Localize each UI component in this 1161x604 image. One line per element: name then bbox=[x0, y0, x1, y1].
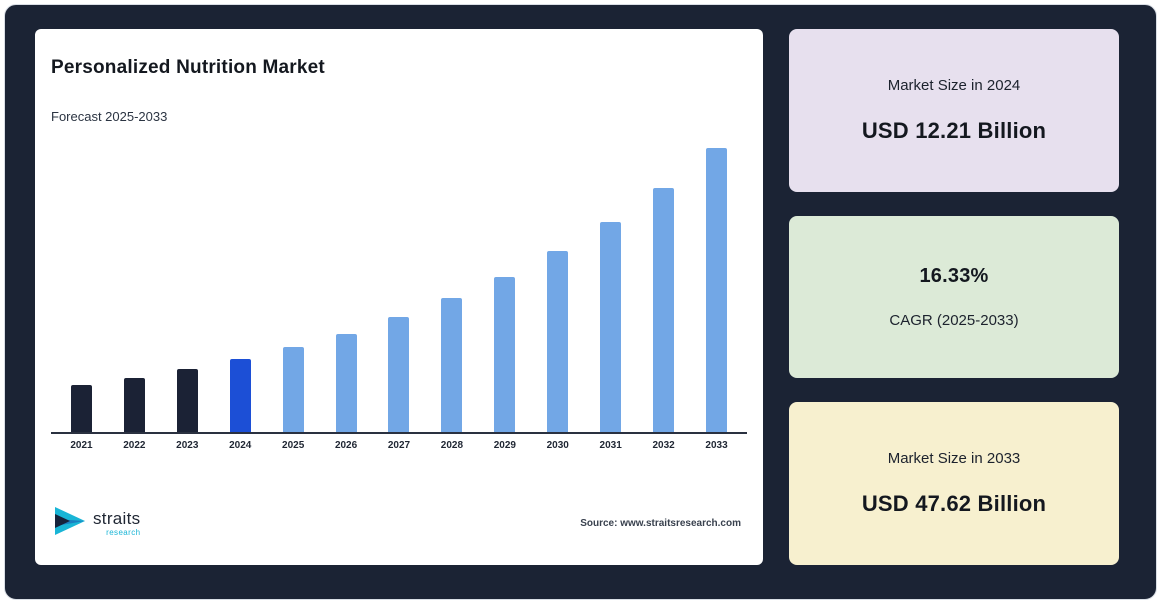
stat-value: USD 47.62 Billion bbox=[861, 491, 1047, 517]
chart-subtitle: Forecast 2025-2033 bbox=[51, 109, 168, 124]
stat-label: CAGR (2025-2033) bbox=[889, 312, 1019, 329]
bar-2021 bbox=[55, 385, 108, 432]
stat-card-market-size-2024: Market Size in 2024 USD 12.21 Billion bbox=[789, 29, 1119, 192]
bar-2022 bbox=[108, 378, 161, 432]
x-tick-2030: 2030 bbox=[546, 440, 569, 451]
bar-2031 bbox=[584, 222, 637, 432]
x-tick-2023: 2023 bbox=[176, 440, 199, 451]
stat-label: Market Size in 2024 bbox=[887, 76, 1021, 94]
logo-subtitle: research bbox=[106, 528, 141, 537]
x-tick-2026: 2026 bbox=[334, 440, 358, 451]
stat-label: Market Size in 2033 bbox=[887, 450, 1021, 468]
source-attribution: Source: www.straitsresearch.com bbox=[580, 518, 741, 529]
stat-cards-column: Market Size in 2024 USD 12.21 Billion 16… bbox=[789, 29, 1119, 566]
bar-2033 bbox=[690, 148, 743, 432]
bar-chart-labels: 2021 2022 2023 2024 2025 2026 2027 2028 2029 2030… bbox=[51, 434, 747, 451]
chart-title: Personalized Nutrition Market bbox=[51, 57, 325, 78]
bar-2030 bbox=[531, 251, 584, 432]
x-tick-2028: 2028 bbox=[440, 440, 464, 451]
bar-2025 bbox=[267, 347, 320, 432]
stat-value: 16.33% bbox=[919, 265, 989, 287]
bar-2027 bbox=[373, 317, 426, 432]
bar-chart: 2021 2022 2023 2024 2025 2026 2027 2028 2029 2030… bbox=[51, 146, 747, 451]
stat-card-cagr: 16.33% CAGR (2025-2033) bbox=[789, 215, 1119, 379]
bar-2032 bbox=[637, 188, 690, 432]
x-tick-2025: 2025 bbox=[282, 440, 305, 451]
x-tick-2031: 2031 bbox=[599, 440, 622, 451]
chart-footer: straits research Source: www.straitsrese… bbox=[51, 506, 747, 547]
stat-card-market-size-2033: Market Size in 2033 USD 47.62 Billion bbox=[789, 402, 1119, 566]
bar-2024 bbox=[214, 359, 267, 432]
x-tick-2027: 2027 bbox=[387, 440, 411, 451]
x-tick-2033: 2033 bbox=[705, 440, 728, 451]
bar-2028 bbox=[425, 298, 478, 432]
straits-research-logo: straits research bbox=[53, 506, 140, 541]
bar-2026 bbox=[320, 334, 373, 432]
logo-brand: straits bbox=[93, 509, 141, 528]
logo-arrow-icon bbox=[53, 506, 87, 541]
bar-chart-bars bbox=[51, 146, 747, 434]
infographic-frame: Personalized Nutrition Market Forecast 2… bbox=[4, 4, 1157, 600]
x-tick-2032: 2032 bbox=[652, 440, 675, 451]
chart-card: Personalized Nutrition Market Forecast 2… bbox=[35, 29, 763, 565]
logo-text: straits research bbox=[93, 510, 140, 537]
bar-2029 bbox=[478, 277, 531, 432]
x-tick-2029: 2029 bbox=[493, 440, 516, 451]
bar-2023 bbox=[161, 369, 214, 432]
x-tick-2021: 2021 bbox=[70, 440, 93, 451]
x-tick-2022: 2022 bbox=[123, 440, 146, 451]
x-tick-2024: 2024 bbox=[229, 440, 252, 451]
stat-value: USD 12.21 Billion bbox=[861, 117, 1047, 143]
